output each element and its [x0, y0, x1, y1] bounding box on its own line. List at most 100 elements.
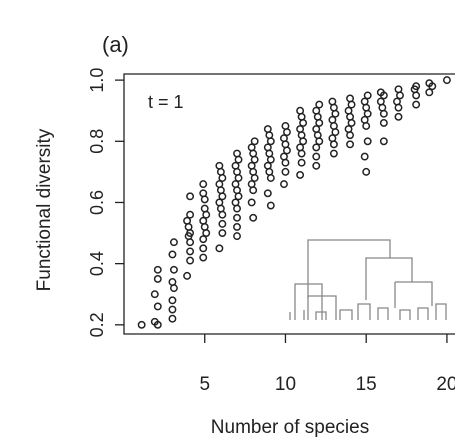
data-point — [315, 100, 324, 109]
data-point — [199, 235, 208, 244]
data-point — [218, 219, 227, 228]
data-point — [281, 122, 290, 130]
data-point — [233, 213, 241, 222]
data-point — [247, 143, 256, 152]
data-point — [296, 170, 305, 179]
data-point — [153, 265, 162, 274]
data-point — [247, 198, 256, 207]
data-point — [393, 97, 401, 106]
data-point — [215, 198, 224, 207]
data-point — [153, 302, 162, 311]
x-tick-label: 5 — [199, 374, 210, 395]
y-tick-label: 1.0 — [87, 68, 107, 93]
data-point — [199, 244, 208, 253]
data-point — [233, 222, 241, 231]
data-point — [312, 143, 321, 152]
data-point — [231, 198, 240, 207]
data-point — [168, 278, 177, 286]
data-point — [250, 137, 259, 146]
data-point — [266, 201, 275, 210]
data-point — [344, 106, 353, 115]
data-point — [379, 118, 388, 127]
dendrogram-inset — [289, 239, 447, 320]
data-point — [363, 91, 372, 100]
data-point — [231, 180, 240, 189]
x-tick-label: 10 — [275, 374, 296, 395]
data-point — [328, 97, 337, 106]
data-point — [199, 180, 208, 189]
data-point — [233, 149, 241, 158]
data-point — [150, 290, 159, 299]
data-point — [168, 296, 177, 305]
axes-frame — [123, 73, 455, 335]
dendrogram-left-branch — [294, 283, 337, 320]
data-point — [186, 210, 195, 219]
data-point — [137, 320, 146, 329]
y-tick-label: 0.4 — [87, 251, 107, 276]
data-point — [312, 161, 321, 170]
data-point — [169, 265, 178, 274]
data-point — [312, 106, 321, 115]
data-point — [233, 232, 241, 241]
data-point — [376, 88, 385, 97]
data-point — [199, 189, 208, 198]
data-point — [168, 314, 177, 323]
data-point — [394, 85, 403, 94]
data-point — [376, 97, 385, 106]
data-point — [183, 216, 192, 225]
data-point — [186, 192, 195, 201]
data-point — [329, 149, 338, 158]
data-point — [263, 161, 272, 170]
data-point — [346, 94, 354, 103]
data-point — [199, 253, 208, 262]
data-point — [218, 229, 227, 238]
data-point — [281, 167, 290, 176]
y-axis-title: Functional diversity — [34, 128, 55, 291]
data-point — [312, 125, 321, 134]
data-point — [150, 317, 159, 326]
data-point — [312, 152, 321, 161]
x-axis-ticks: 5 10 15 20 — [199, 334, 455, 395]
y-axis-ticks: 0.2 0.4 0.6 0.8 1.0 — [87, 68, 124, 337]
data-point — [263, 125, 272, 134]
data-point — [263, 189, 272, 198]
dendrogram-right-branch — [365, 257, 433, 308]
y-tick-label: 0.2 — [87, 312, 107, 337]
data-point — [360, 115, 369, 124]
data-point — [328, 134, 337, 143]
data-point — [215, 161, 224, 170]
data-point — [412, 100, 421, 109]
data-point — [249, 213, 258, 222]
data-point — [379, 137, 388, 146]
data-point — [362, 167, 371, 176]
x-tick-label: 20 — [436, 374, 455, 395]
data-point — [360, 97, 369, 106]
time-annotation: t = 1 — [148, 92, 184, 112]
data-point — [344, 125, 353, 134]
data-point — [200, 204, 209, 213]
data-point — [168, 305, 177, 314]
data-point — [169, 238, 178, 247]
data-point — [296, 106, 305, 115]
data-point — [199, 216, 208, 225]
data-points — [137, 76, 451, 329]
data-point — [247, 161, 256, 170]
panel-label: (a) — [102, 32, 129, 57]
y-tick-label: 0.8 — [87, 129, 107, 154]
data-point — [296, 125, 305, 134]
data-point — [360, 152, 369, 161]
data-point — [186, 247, 195, 256]
data-point — [153, 274, 162, 283]
data-point — [183, 271, 192, 280]
data-point — [394, 112, 403, 121]
y-tick-label: 0.6 — [87, 190, 107, 215]
data-point — [215, 180, 224, 189]
data-point — [363, 137, 372, 146]
x-tick-label: 15 — [356, 374, 377, 395]
data-point — [186, 256, 195, 265]
data-point — [280, 180, 288, 189]
data-point — [231, 161, 240, 170]
data-point — [168, 250, 177, 259]
data-point — [346, 140, 354, 149]
